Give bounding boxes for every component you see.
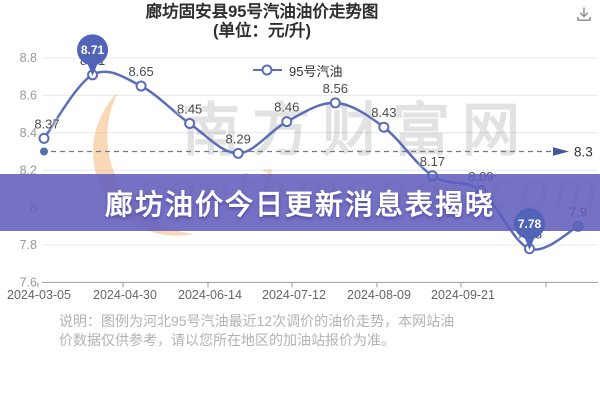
disclaimer-line1: 说明：图例为河北95号汽油最近12次调价的油价走势，本网站油 xyxy=(59,313,455,329)
svg-text:8.43: 8.43 xyxy=(371,105,396,120)
legend-label: 95号汽油 xyxy=(289,63,343,79)
svg-text:7.8: 7.8 xyxy=(20,238,37,252)
chart-title: 廊坊固安县95号汽油油价走势图 (单位：元/升) xyxy=(62,3,462,41)
legend-marker-icon xyxy=(253,64,282,76)
download-icon[interactable] xyxy=(574,5,594,25)
svg-text:8.17: 8.17 xyxy=(420,154,445,169)
svg-text:2024-06-14: 2024-06-14 xyxy=(178,288,242,302)
svg-text:8.56: 8.56 xyxy=(323,81,348,96)
svg-text:7.6: 7.6 xyxy=(20,276,37,290)
svg-text:8.6: 8.6 xyxy=(20,89,37,103)
svg-text:8.8: 8.8 xyxy=(20,51,37,65)
svg-text:8.37: 8.37 xyxy=(34,116,59,131)
disclaimer-note: 说明：图例为河北95号汽油最近12次调价的油价走势，本网站油 价数据仅供参考，请… xyxy=(59,312,473,350)
headline-banner-overlay: 廊坊油价今日更新消息表揭晓 xyxy=(0,174,600,231)
svg-text:2024-07-12: 2024-07-12 xyxy=(262,288,326,302)
svg-text:2024-04-30: 2024-04-30 xyxy=(93,288,157,302)
svg-text:8.3: 8.3 xyxy=(574,144,593,159)
chart-title-line1: 廊坊固安县95号汽油油价走势图 xyxy=(145,3,379,21)
svg-text:8.65: 8.65 xyxy=(128,64,153,79)
svg-text:8.46: 8.46 xyxy=(274,100,299,115)
chart-title-line2: (单位：元/升) xyxy=(212,22,312,40)
svg-text:8.29: 8.29 xyxy=(226,131,251,146)
svg-text:2024-03-05: 2024-03-05 xyxy=(7,288,71,302)
headline-banner-text: 廊坊油价今日更新消息表揭晓 xyxy=(104,188,495,220)
svg-text:8.2: 8.2 xyxy=(20,163,37,177)
legend-item-95-gasoline[interactable]: 95号汽油 xyxy=(252,62,343,79)
svg-text:8.71: 8.71 xyxy=(80,53,105,68)
disclaimer-line2: 价数据仅供参考，请以您所在地区的加油站报价为准。 xyxy=(59,332,395,348)
svg-text:8.4: 8.4 xyxy=(20,126,37,140)
svg-text:8.45: 8.45 xyxy=(177,101,202,116)
svg-text:2024-09-21: 2024-09-21 xyxy=(431,288,495,302)
svg-text:2024-08-09: 2024-08-09 xyxy=(347,288,411,302)
